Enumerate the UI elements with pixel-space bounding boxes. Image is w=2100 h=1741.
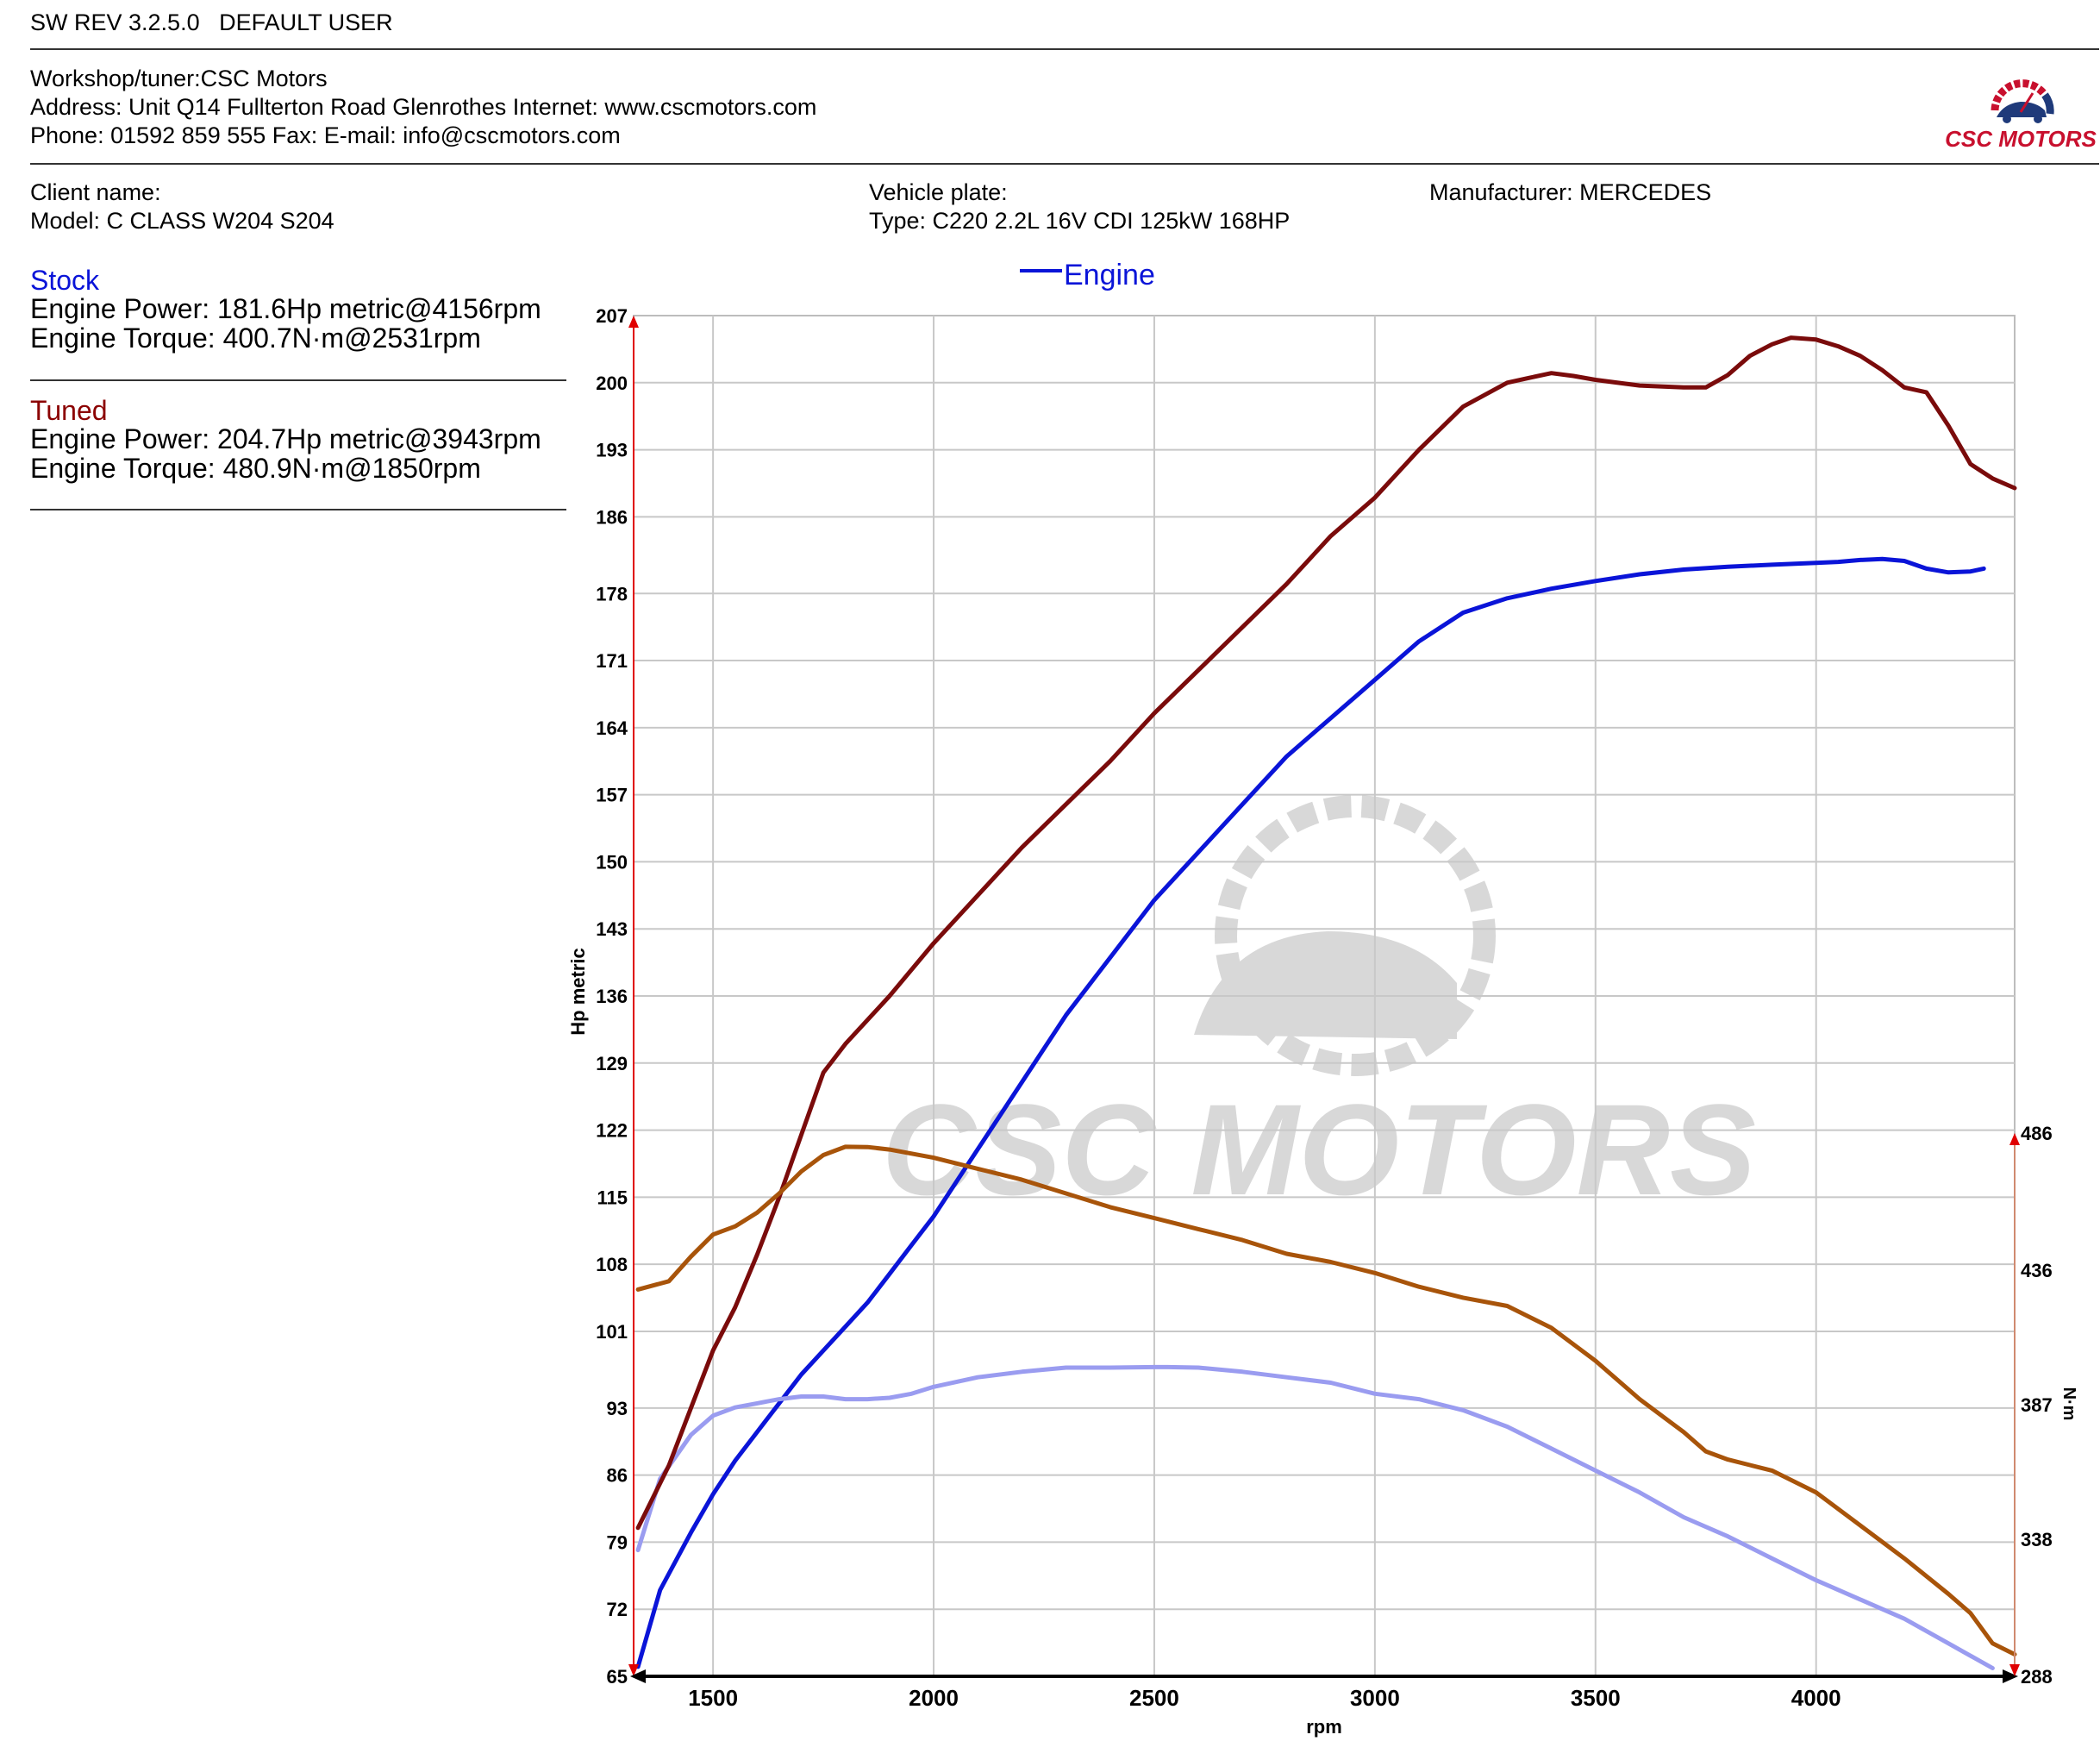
logo-text: CSC MOTORS	[1945, 126, 2097, 152]
chart-axes	[628, 316, 2020, 1683]
x-tick-label: 3000	[1350, 1685, 1400, 1711]
right-axis-arrow-down	[2009, 1664, 2020, 1676]
x-tick-label: 4000	[1791, 1685, 1841, 1711]
stock-torque-line	[635, 1364, 1995, 1670]
y2-tick-label: 436	[2021, 1260, 2053, 1281]
y-tick-label: 171	[596, 650, 628, 672]
y-tick-label: 72	[607, 1599, 628, 1620]
watermark-car	[1194, 931, 1457, 1039]
stock-torque: Engine Torque: 400.7N·m@2531rpm	[30, 323, 481, 354]
tuned-torque-line	[635, 1144, 2017, 1656]
y2-axis-label: N·m	[2059, 1387, 2078, 1421]
chart-series	[635, 335, 2017, 1670]
chart-grid	[633, 315, 2016, 1677]
y2-tick-label: 387	[2021, 1394, 2053, 1416]
x-tick-label: 1500	[688, 1685, 738, 1711]
y-tick-label: 136	[596, 986, 628, 1007]
y-tick-label: 200	[596, 373, 628, 394]
y-tick-label: 122	[596, 1120, 628, 1142]
y-tick-label: 129	[596, 1053, 628, 1074]
tuned-power: Engine Power: 204.7Hp metric@3943rpm	[30, 423, 541, 454]
legend-label: Engine	[1064, 259, 1155, 291]
y-tick-label: 193	[596, 440, 628, 461]
y-tick-label: 65	[607, 1666, 628, 1688]
y-tick-label: 79	[607, 1531, 628, 1553]
divider-stock	[30, 379, 566, 381]
phone-line: Phone: 01592 859 555 Fax: E-mail: info@c…	[30, 122, 621, 148]
right-axis-arrow-up	[2009, 1133, 2020, 1145]
chart-ticks: 65 72 79 86 93 101 108 115 122 129 136 143 150 157 164…	[567, 305, 2078, 1738]
left-axis-arrow-down	[628, 1664, 639, 1676]
stock-power: Engine Power: 181.6Hp metric@4156rpm	[30, 293, 541, 324]
workshop-line: Workshop/tuner:CSC Motors	[30, 66, 328, 91]
y-tick-label: 108	[596, 1254, 628, 1275]
stock-power-line	[635, 556, 1986, 1669]
client-name: Client name:	[30, 179, 161, 205]
y-tick-label: 178	[596, 583, 628, 604]
y-tick-label: 164	[596, 717, 628, 739]
y2-tick-label: 486	[2021, 1123, 2053, 1144]
user-text: DEFAULT USER	[219, 9, 393, 35]
x-axis-label: rpm	[1306, 1716, 1342, 1738]
y-tick-label: 115	[597, 1187, 628, 1208]
divider-top	[30, 48, 2099, 50]
y-tick-label: 101	[596, 1321, 628, 1343]
watermark-ring	[1215, 795, 1496, 1076]
y-tick-label: 207	[596, 305, 628, 327]
vehicle-plate: Vehicle plate:	[869, 179, 1008, 205]
x-tick-label: 3500	[1571, 1685, 1621, 1711]
y-tick-label: 93	[607, 1398, 628, 1419]
csc-motors-logo: CSC MOTORS	[1943, 60, 2098, 155]
vehicle-manufacturer: Manufacturer: MERCEDES	[1429, 179, 1712, 205]
y-tick-label: 86	[607, 1465, 628, 1487]
vehicle-type: Type: C220 2.2L 16V CDI 125kW 168HP	[869, 208, 1291, 234]
watermark: CSC MOTORS	[882, 795, 1756, 1222]
y2-tick-label: 338	[2021, 1529, 2053, 1550]
csc-logo-mark: CSC MOTORS	[1945, 79, 2097, 152]
y2-tick-label: 288	[2021, 1666, 2053, 1688]
chart-legend: Engine	[1020, 259, 1155, 291]
tuned-title: Tuned	[30, 395, 108, 426]
divider-middle	[30, 163, 2099, 165]
y-axis-label: Hp metric	[567, 948, 589, 1035]
y-tick-label: 157	[596, 785, 628, 806]
vehicle-model: Model: C CLASS W204 S204	[30, 208, 334, 234]
sw-rev-text: SW REV 3.2.5.0	[30, 9, 200, 35]
x-tick-label: 2500	[1129, 1685, 1179, 1711]
stock-title: Stock	[30, 265, 100, 296]
bottom-axis-arrow-right	[2003, 1669, 2018, 1683]
bottom-axis-arrow-left	[630, 1669, 646, 1683]
address-line: Address: Unit Q14 Fullterton Road Glenro…	[30, 94, 817, 120]
tuned-torque: Engine Torque: 480.9N·m@1850rpm	[30, 453, 481, 484]
divider-tuned	[30, 509, 566, 510]
x-tick-label: 2000	[909, 1685, 959, 1711]
y-tick-label: 186	[596, 506, 628, 528]
y-tick-label: 143	[596, 918, 628, 940]
left-axis-arrow-up	[628, 316, 639, 328]
software-revision: SW REV 3.2.5.0 DEFAULT USER	[30, 9, 393, 37]
y-tick-label: 150	[596, 851, 628, 873]
tuned-power-line	[635, 335, 2017, 1531]
